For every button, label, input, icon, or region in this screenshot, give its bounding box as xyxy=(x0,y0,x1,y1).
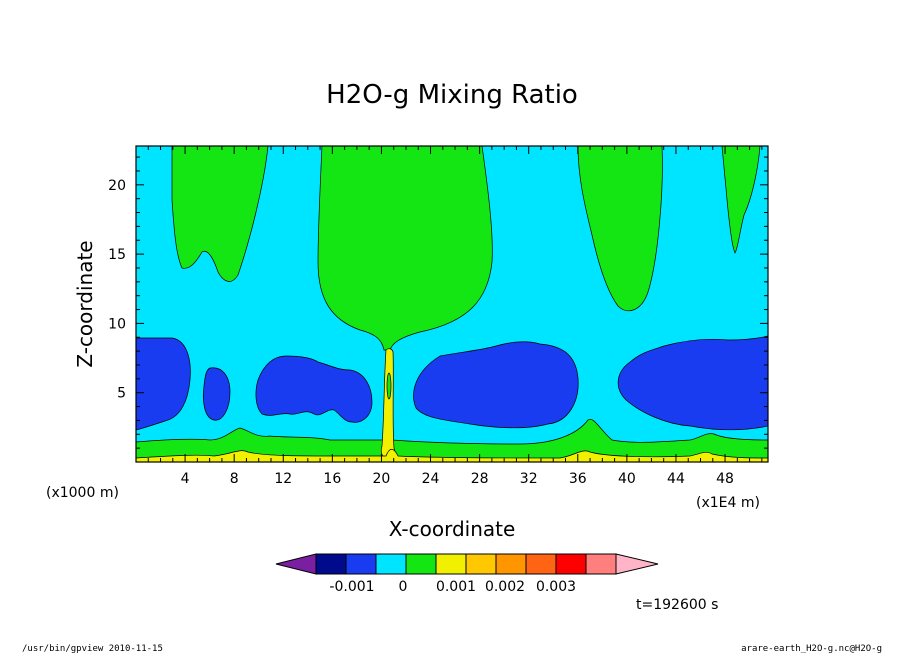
region-blue-3 xyxy=(255,355,373,423)
region-blue-5 xyxy=(617,335,768,431)
x-tick-label: 20 xyxy=(373,471,391,487)
footer-left: /usr/bin/gpview 2010-11-15 xyxy=(22,644,163,654)
colorbar-swatch xyxy=(345,553,377,575)
y-tick-label: 5 xyxy=(117,386,126,402)
colorbar-swatch xyxy=(525,553,557,575)
chart-title: H2O-g Mixing Ratio xyxy=(326,80,578,110)
x-tick-label: 28 xyxy=(471,471,489,487)
x-tick-label: 44 xyxy=(667,471,685,487)
colorbar-labels: -0.001 0 0.001 0.002 0.003 xyxy=(329,579,576,595)
colorbar-swatch xyxy=(405,553,437,575)
y-tick-label: 20 xyxy=(108,178,126,194)
colorbar-swatch xyxy=(585,553,617,575)
region-green-upper-3 xyxy=(577,146,663,312)
region-blue-1 xyxy=(136,337,191,431)
x-tick-label: 32 xyxy=(520,471,538,487)
x-tick-label: 40 xyxy=(618,471,636,487)
x-tick-label: 24 xyxy=(422,471,440,487)
x-tick-label: 12 xyxy=(274,471,292,487)
x-tick-label: 4 xyxy=(181,471,190,487)
region-blue-2 xyxy=(202,367,231,421)
colorbar-swatch xyxy=(495,553,527,575)
region-yellow-bottom xyxy=(136,448,768,462)
time-label: t=192600 s xyxy=(636,597,718,613)
x-unit-left: (x1000 m) xyxy=(46,485,119,501)
y-tick-label: 15 xyxy=(108,247,126,263)
x-tick-label: 48 xyxy=(716,471,734,487)
region-green-upper-1 xyxy=(171,146,269,282)
x-axis-ticks: 4 8 12 16 20 24 28 32 36 40 44 48 xyxy=(135,146,763,487)
region-column-core xyxy=(386,372,392,400)
colorbar-swatch xyxy=(555,553,587,575)
colorbar-swatch xyxy=(465,553,497,575)
x-tick-label: 36 xyxy=(569,471,587,487)
footer-right: arare-earth_H2O-g.nc@H2O-g xyxy=(741,644,882,654)
contour-field xyxy=(136,146,768,462)
colorbar-label: 0.003 xyxy=(536,579,576,595)
y-tick-label: 10 xyxy=(108,316,126,332)
colorbar-underflow-triangle xyxy=(275,553,317,575)
region-green-upper-4 xyxy=(721,146,761,254)
x-axis-label: X-coordinate xyxy=(389,517,516,541)
colorbar-label: 0.001 xyxy=(436,579,476,595)
colorbar-label: -0.001 xyxy=(329,579,374,595)
y-axis-ticks: 5 10 15 20 xyxy=(108,156,768,449)
colorbar-swatch xyxy=(375,553,407,575)
colorbar-swatch xyxy=(315,553,347,575)
colorbar-label: 0.002 xyxy=(485,579,525,595)
region-blue-4 xyxy=(413,341,579,429)
x-tick-label: 8 xyxy=(230,471,239,487)
colorbar xyxy=(275,553,659,575)
x-tick-label: 16 xyxy=(323,471,341,487)
x-unit-right: (x1E4 m) xyxy=(696,495,760,511)
colorbar-label: 0 xyxy=(399,579,408,595)
y-axis-label: Z-coordinate xyxy=(73,240,97,367)
colorbar-overflow-triangle xyxy=(615,553,659,575)
plot-frame xyxy=(135,145,769,463)
colorbar-swatch xyxy=(435,553,467,575)
region-green-lower xyxy=(136,418,768,462)
